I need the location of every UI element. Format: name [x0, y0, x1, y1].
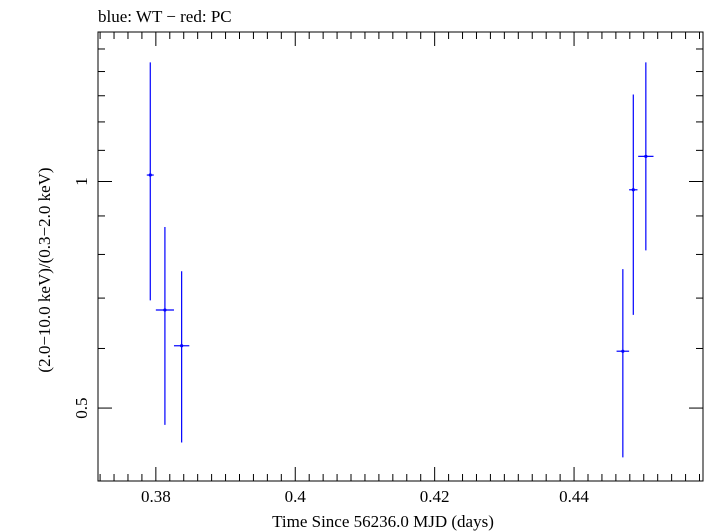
data-marker: [631, 188, 635, 192]
y-axis-label: (2.0−10.0 keV)/(0.3−2.0 keV): [35, 167, 54, 372]
chart-title: blue: WT − red: PC: [98, 7, 232, 26]
data-point: [638, 62, 654, 251]
y-tick-label: 1: [72, 177, 91, 186]
data-marker: [621, 349, 625, 353]
data-marker: [163, 308, 167, 312]
data-marker: [644, 154, 648, 158]
y-tick-label: 0.5: [72, 397, 91, 418]
x-axis-label: Time Since 56236.0 MJD (days): [272, 512, 494, 531]
x-tick-label: 0.38: [141, 487, 171, 506]
data-point: [616, 269, 630, 458]
x-tick-label: 0.44: [559, 487, 589, 506]
data-marker: [180, 344, 184, 348]
x-tick-label: 0.4: [285, 487, 307, 506]
x-tick-label: 0.42: [420, 487, 450, 506]
data-point: [173, 271, 190, 443]
data-point: [155, 227, 174, 425]
data-point: [146, 62, 154, 301]
data-point: [629, 94, 638, 315]
plot-frame: [97, 31, 704, 482]
data-marker: [148, 173, 152, 177]
